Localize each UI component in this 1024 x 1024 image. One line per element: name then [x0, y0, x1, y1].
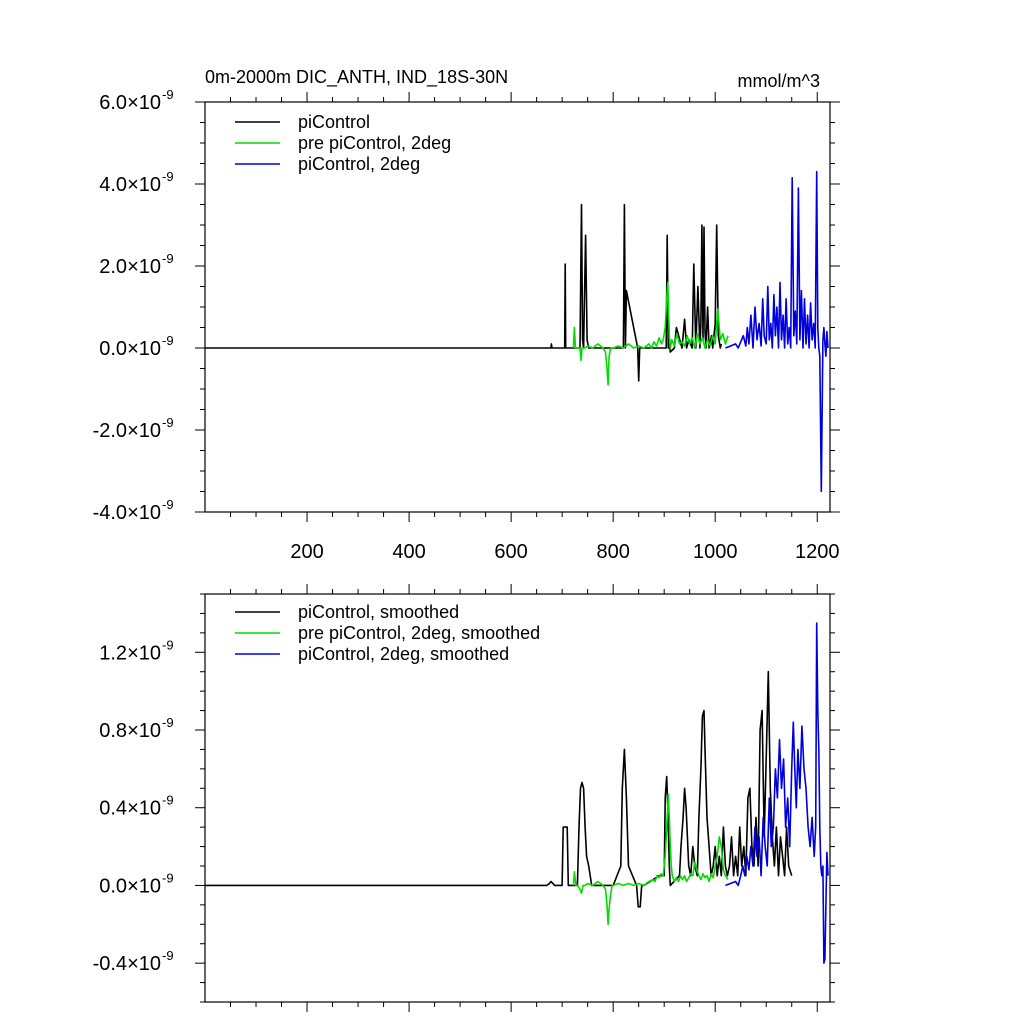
y-tick-exponent: -9: [162, 333, 174, 348]
y-tick-exponent: -9: [162, 948, 174, 963]
legend-black-label: piControl: [298, 112, 370, 132]
y-tick-label: 0.0×10: [99, 338, 161, 360]
y-tick-exponent: -9: [162, 251, 174, 266]
bottom-panel: -0.4×10 -90.0×10 -90.4×10 -90.8×10 -91.2×10-…: [93, 584, 840, 1012]
y-tick-label: 6.0×10: [99, 92, 161, 114]
y-tick-value: 6.0: [99, 92, 127, 114]
series-line-1: [205, 203, 723, 382]
y-tick-multiplier: ×10: [127, 420, 161, 442]
x-tick-label: 400: [392, 541, 425, 563]
y-tick-value: -4.0: [93, 502, 127, 524]
y-tick-value: 2.0: [99, 256, 127, 278]
y-tick-label: 1.2×10: [99, 642, 161, 664]
y-tick-label: -4.0×10: [93, 502, 161, 524]
y-tick-exponent: -9: [162, 637, 174, 652]
y-tick-multiplier: ×10: [127, 720, 161, 742]
series-line-3: [725, 170, 829, 493]
y-tick-exponent: -9: [162, 497, 174, 512]
top-panel-units: mmol/m^3: [738, 71, 820, 91]
y-tick-value: -0.4: [93, 953, 127, 975]
top-panel-title: 0m-2000m DIC_ANTH, IND_18S-30N: [205, 67, 508, 88]
y-tick-exponent: -9: [162, 169, 174, 184]
y-tick-exponent: -9: [162, 87, 174, 102]
series-line-2: [572, 281, 729, 386]
y-tick-multiplier: ×10: [127, 953, 161, 975]
y-tick-exponent: -9: [162, 870, 174, 885]
y-tick-label: 4.0×10: [99, 174, 161, 196]
y-tick-value: 1.2: [99, 642, 127, 664]
y-tick-label: -0.4×10: [93, 953, 161, 975]
x-tick-label: 600: [494, 541, 527, 563]
legend-black-label: piControl, smoothed: [298, 602, 459, 622]
x-tick-label: 1000: [693, 541, 738, 563]
y-tick-label: 0.8×10: [99, 720, 161, 742]
y-tick-value: 0.0: [99, 338, 127, 360]
y-tick-label: 2.0×10: [99, 256, 161, 278]
y-tick-multiplier: ×10: [127, 92, 161, 114]
legend-blue-label: piControl, 2deg, smoothed: [298, 644, 509, 664]
y-tick-multiplier: ×10: [127, 642, 161, 664]
y-tick-exponent: -9: [162, 415, 174, 430]
top-panel: 0m-2000m DIC_ANTH, IND_18S-30N mmol/m^3 …: [93, 67, 840, 563]
y-tick-multiplier: ×10: [127, 798, 161, 820]
legend-green-label: pre piControl, 2deg: [298, 133, 451, 153]
x-tick-label: 200: [290, 541, 323, 563]
y-tick-value: 0.0: [99, 875, 127, 897]
x-tick-label: 1200: [795, 541, 840, 563]
series-line-2: [572, 793, 729, 926]
y-tick-value: 0.4: [99, 798, 127, 820]
series-line-3: [725, 622, 829, 964]
y-tick-multiplier: ×10: [127, 875, 161, 897]
y-tick-label: 0.4×10: [99, 798, 161, 820]
legend-green-label: pre piControl, 2deg, smoothed: [298, 623, 540, 643]
plot-frame: [204, 593, 831, 1003]
y-tick-value: 0.8: [99, 720, 127, 742]
x-tick-label: 800: [596, 541, 629, 563]
y-tick-multiplier: ×10: [127, 174, 161, 196]
legend-blue-label: piControl, 2deg: [298, 154, 420, 174]
y-tick-exponent: -9: [162, 715, 174, 730]
y-tick-value: 4.0: [99, 174, 127, 196]
y-tick-exponent: -9: [162, 793, 174, 808]
y-tick-multiplier: ×10: [127, 256, 161, 278]
y-tick-multiplier: ×10: [127, 502, 161, 524]
y-tick-label: -2.0×10: [93, 420, 161, 442]
y-tick-label: 0.0×10: [99, 875, 161, 897]
y-tick-value: -2.0: [93, 420, 127, 442]
y-tick-multiplier: ×10: [127, 338, 161, 360]
